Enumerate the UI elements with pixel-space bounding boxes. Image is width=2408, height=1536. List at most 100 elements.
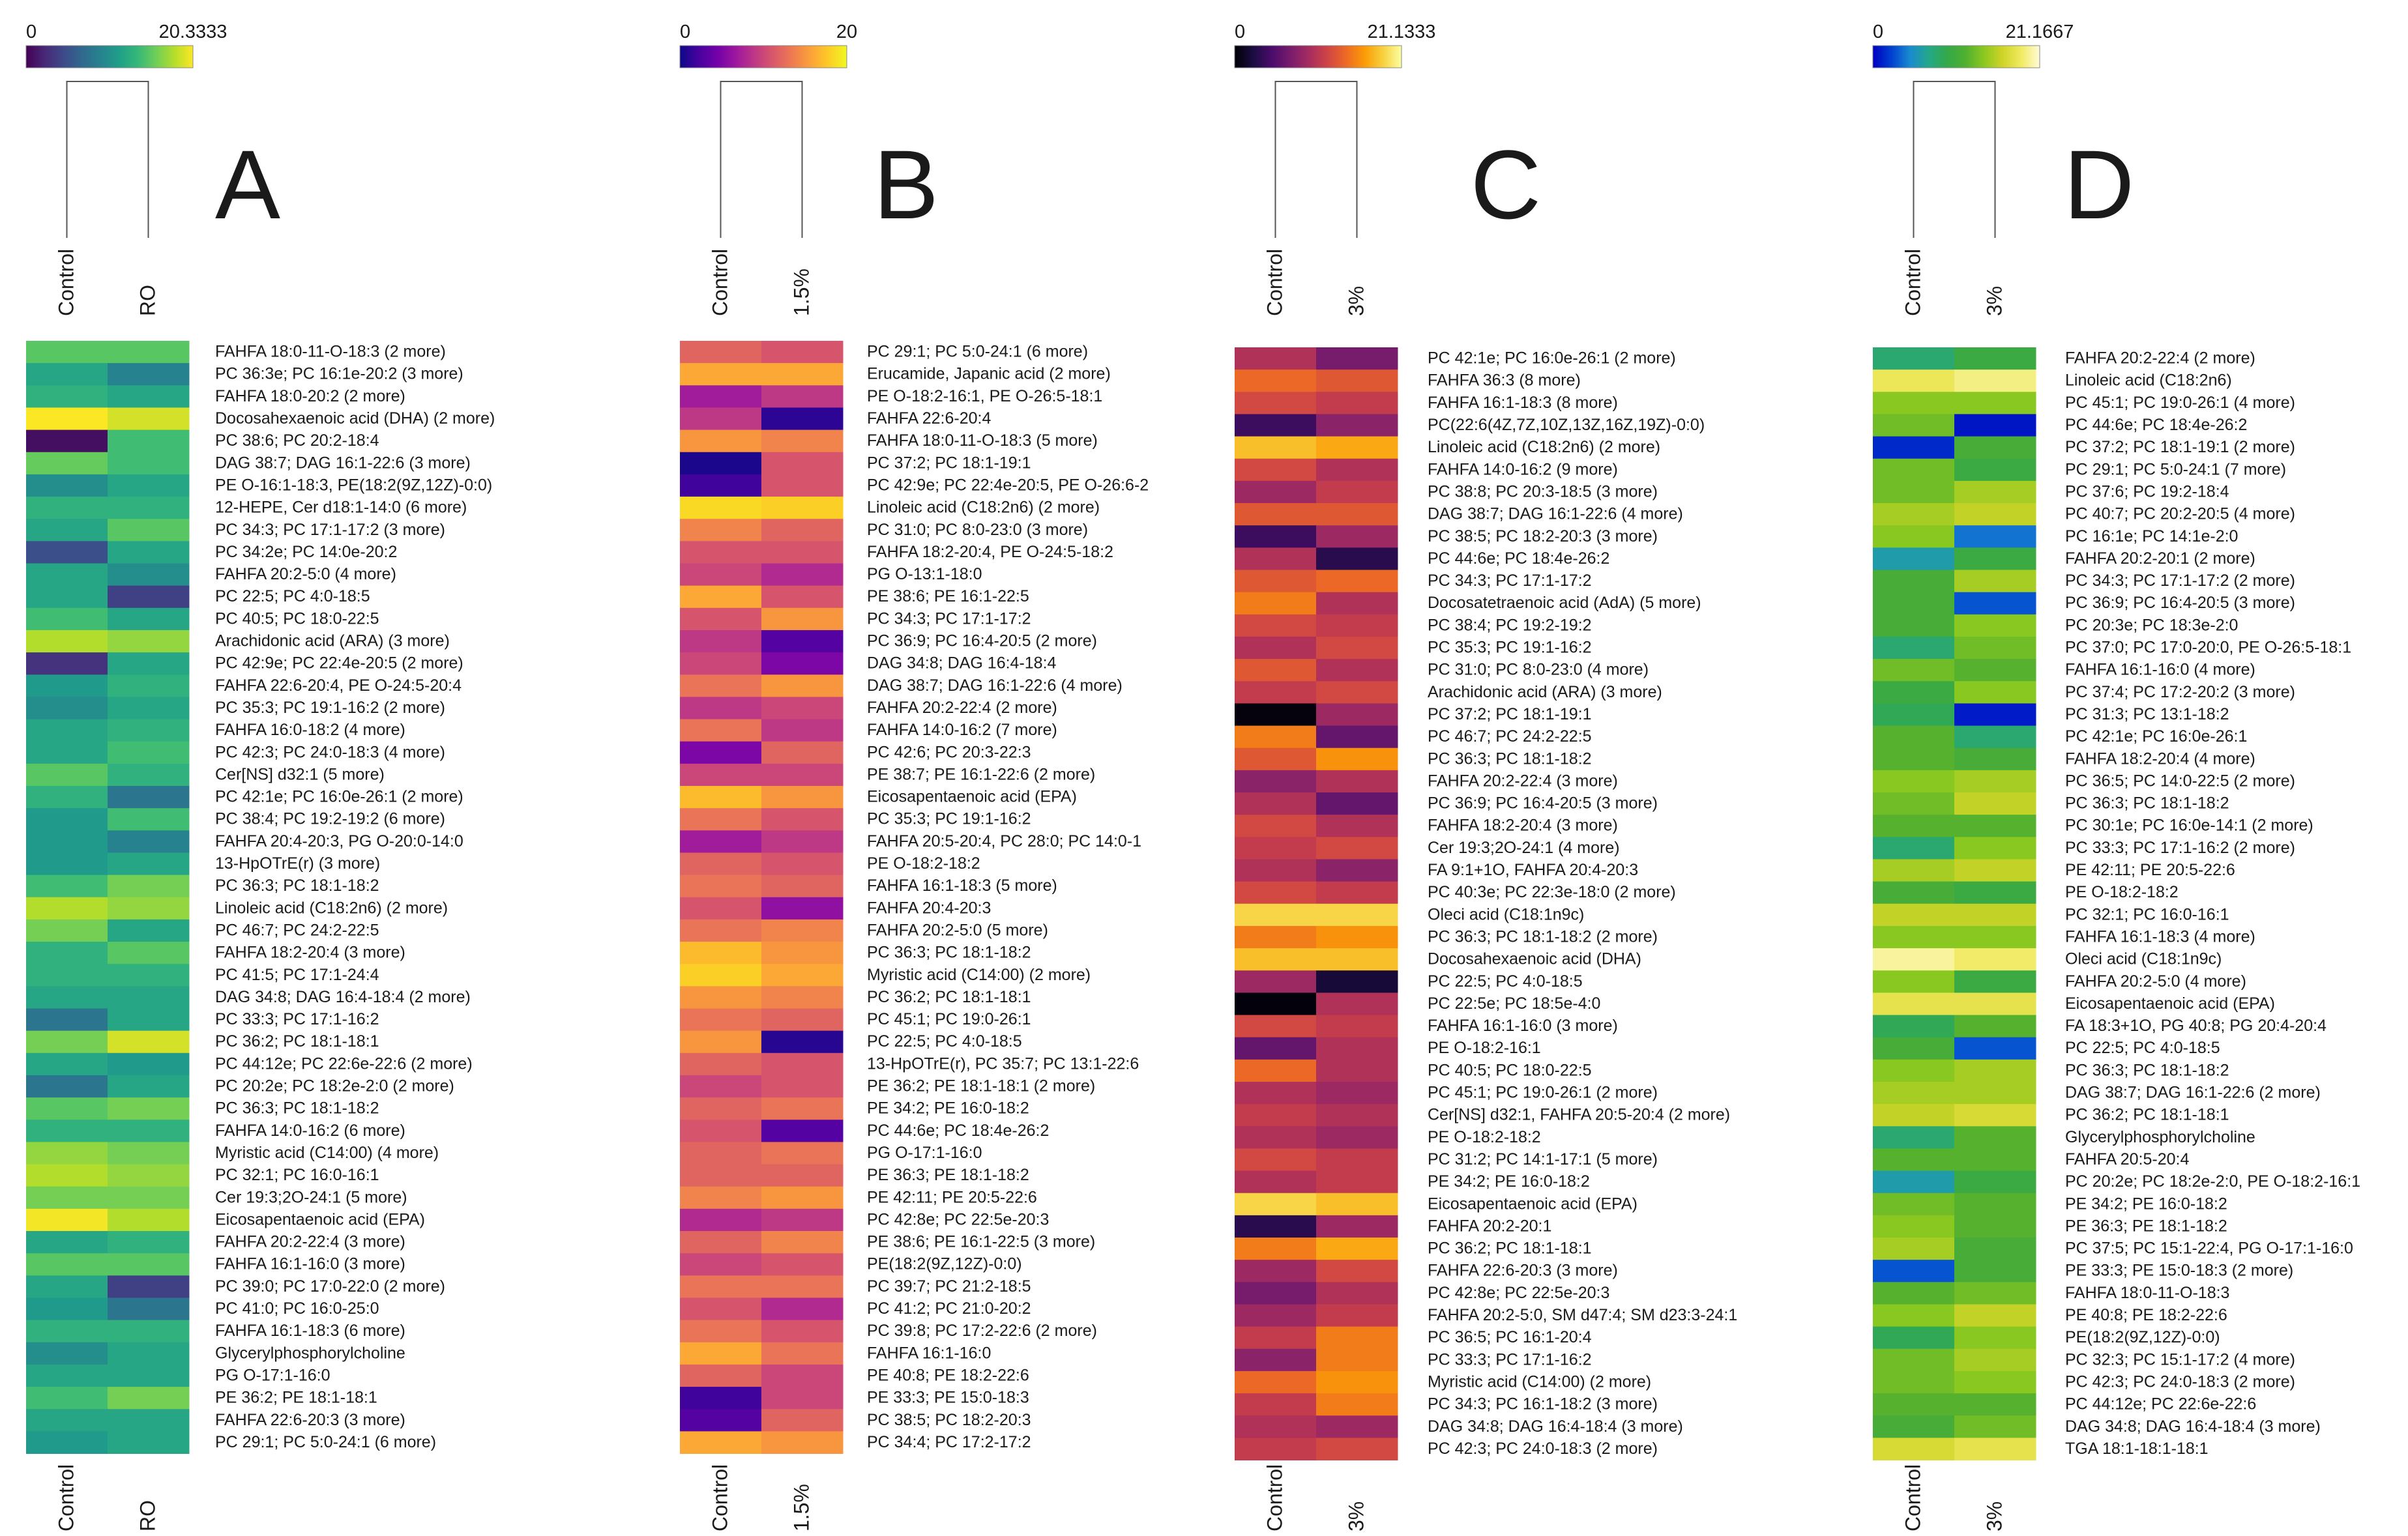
heatmap-cell — [26, 1364, 108, 1387]
heatmap-cell — [26, 1052, 108, 1076]
heatmap-cell — [1235, 1059, 1317, 1082]
heatmap-cell — [680, 607, 762, 631]
heatmap-cell — [1316, 1282, 1398, 1305]
heatmap-cell — [1873, 1393, 1955, 1416]
heatmap-cell — [1316, 1304, 1398, 1327]
heatmap-cell — [1316, 392, 1398, 414]
row-label: PC 40:3e; PC 22:3e-18:0 (2 more) — [1428, 883, 1676, 901]
column-header-bottom: 3% — [1983, 1501, 2006, 1531]
row-label: PC 31:0; PC 8:0-23:0 (4 more) — [1428, 661, 1649, 679]
heatmap-cell — [680, 497, 762, 519]
heatmap-cell — [108, 585, 190, 609]
heatmap-cell — [1954, 1415, 2036, 1438]
heatmap-cell — [108, 1275, 190, 1298]
heatmap-cell — [108, 852, 190, 876]
heatmap-cell — [1954, 859, 2036, 882]
heatmap-cell — [1235, 547, 1317, 570]
row-label: PC 31:0; PC 8:0-23:0 (3 more) — [867, 521, 1088, 539]
column-header-bottom: Control — [1901, 1464, 1925, 1531]
colorbar-min-label: 0 — [26, 22, 37, 42]
row-label: DAG 34:8; DAG 16:4-18:4 (3 more) — [1428, 1417, 1683, 1436]
row-label: PC 46:7; PC 24:2-22:5 — [1428, 727, 1592, 746]
row-label: FAHFA 18:2-20:4 (3 more) — [1428, 817, 1618, 835]
row-label: PE 40:8; PE 18:2-22:6 — [867, 1366, 1029, 1384]
heatmap-cell — [680, 1431, 762, 1454]
heatmap-cell — [1873, 1193, 1955, 1216]
heatmap-cell — [761, 1052, 844, 1076]
row-label: PC 20:3e; PC 18:3e-2:0 — [2065, 616, 2238, 634]
row-label: PE O-18:2-18:2 — [2065, 883, 2179, 901]
row-label: FAHFA 20:2-5:0 (4 more) — [215, 565, 396, 583]
column-header-top: Control — [1263, 249, 1287, 316]
heatmap-cell — [26, 497, 108, 519]
row-label: FAHFA 20:5-20:4 — [2065, 1150, 2189, 1168]
heatmap-cell — [1954, 436, 2036, 459]
heatmap-cell — [108, 541, 190, 564]
heatmap-cell — [1954, 592, 2036, 615]
row-label: PC 39:0; PC 17:0-22:0 (2 more) — [215, 1277, 445, 1296]
heatmap-cell — [680, 875, 762, 898]
heatmap-cell — [680, 1075, 762, 1098]
heatmap-cell — [1316, 614, 1398, 637]
colorbar-min-label: 0 — [680, 22, 690, 42]
row-label: FAHFA 20:2-22:4 (3 more) — [1428, 772, 1618, 790]
heatmap-cell — [108, 942, 190, 964]
heatmap-cell — [108, 808, 190, 831]
heatmap-cell — [680, 852, 762, 876]
heatmap-cell — [1954, 480, 2036, 504]
heatmap-cell — [26, 1320, 108, 1343]
heatmap-cell — [1316, 970, 1398, 993]
row-label: Eicosapentaenoic acid (EPA) — [1428, 1195, 1637, 1213]
heatmap-cell — [108, 1387, 190, 1410]
heatmap-cell — [1873, 503, 1955, 526]
row-label: PG O-17:1-16:0 — [867, 1144, 982, 1162]
heatmap-cell — [1954, 1126, 2036, 1149]
heatmap-cell — [680, 1030, 762, 1054]
heatmap-cell — [1954, 1438, 2036, 1460]
heatmap-cell — [1316, 370, 1398, 392]
heatmap-cell — [1873, 1304, 1955, 1327]
heatmap-cell — [1235, 592, 1317, 615]
heatmap-cell — [1873, 859, 1955, 882]
heatmap-cell — [1954, 614, 2036, 637]
heatmap-cell — [26, 763, 108, 787]
heatmap-cell — [26, 1431, 108, 1454]
row-label: FAHFA 18:2-20:4 (3 more) — [215, 944, 405, 962]
heatmap-cell — [1954, 392, 2036, 414]
row-label: PC 35:3; PC 19:1-16:2 — [1428, 639, 1592, 657]
row-label: Arachidonic acid (ARA) (3 more) — [1428, 683, 1662, 701]
heatmap-cell — [108, 674, 190, 697]
heatmap-cell — [26, 1208, 108, 1232]
heatmap-cell — [761, 1097, 844, 1120]
row-label: PC 16:1e; PC 14:1e-2:0 — [2065, 527, 2238, 545]
heatmap-cell — [1954, 414, 2036, 437]
heatmap-cell — [1954, 1260, 2036, 1282]
panel-letter: B — [874, 130, 939, 239]
row-label: PC 36:9; PC 16:4-20:5 (3 more) — [2065, 594, 2295, 612]
row-label: 13-HpOTrE(r) (3 more) — [215, 854, 380, 873]
row-label: FAHFA 20:2-5:0, SM d47:4; SM d23:3-24:1 — [1428, 1306, 1737, 1324]
heatmap-cell — [680, 407, 762, 431]
heatmap-cell — [761, 1387, 844, 1410]
heatmap-cell — [1316, 547, 1398, 570]
row-label: FAHFA 20:2-22:4 (2 more) — [2065, 349, 2255, 368]
row-label: PC 38:5; PC 18:2-20:3 (3 more) — [1428, 527, 1658, 545]
row-label: PC 33:3; PC 17:1-16:2 — [215, 1010, 379, 1028]
heatmap-cell — [26, 1008, 108, 1032]
heatmap-cell — [761, 986, 844, 1009]
heatmap-cell — [1954, 1037, 2036, 1060]
heatmap-cell — [26, 1097, 108, 1120]
row-label: FAHFA 20:5-20:4, PC 28:0; PC 14:0-1 — [867, 832, 1141, 850]
row-label: PC 31:3; PC 13:1-18:2 — [2065, 705, 2229, 723]
heatmap-cell — [1873, 1104, 1955, 1127]
heatmap-cell — [26, 1342, 108, 1365]
heatmap-cell — [108, 385, 190, 408]
heatmap-cell — [761, 786, 844, 809]
heatmap-cell — [108, 741, 190, 764]
heatmap-cell — [680, 519, 762, 542]
heatmap-cell — [1316, 1260, 1398, 1282]
heatmap-cell — [26, 385, 108, 408]
heatmap-cell — [108, 1297, 190, 1321]
heatmap-cell — [1954, 570, 2036, 593]
row-label: PC 22:5; PC 4:0-18:5 — [867, 1032, 1022, 1051]
